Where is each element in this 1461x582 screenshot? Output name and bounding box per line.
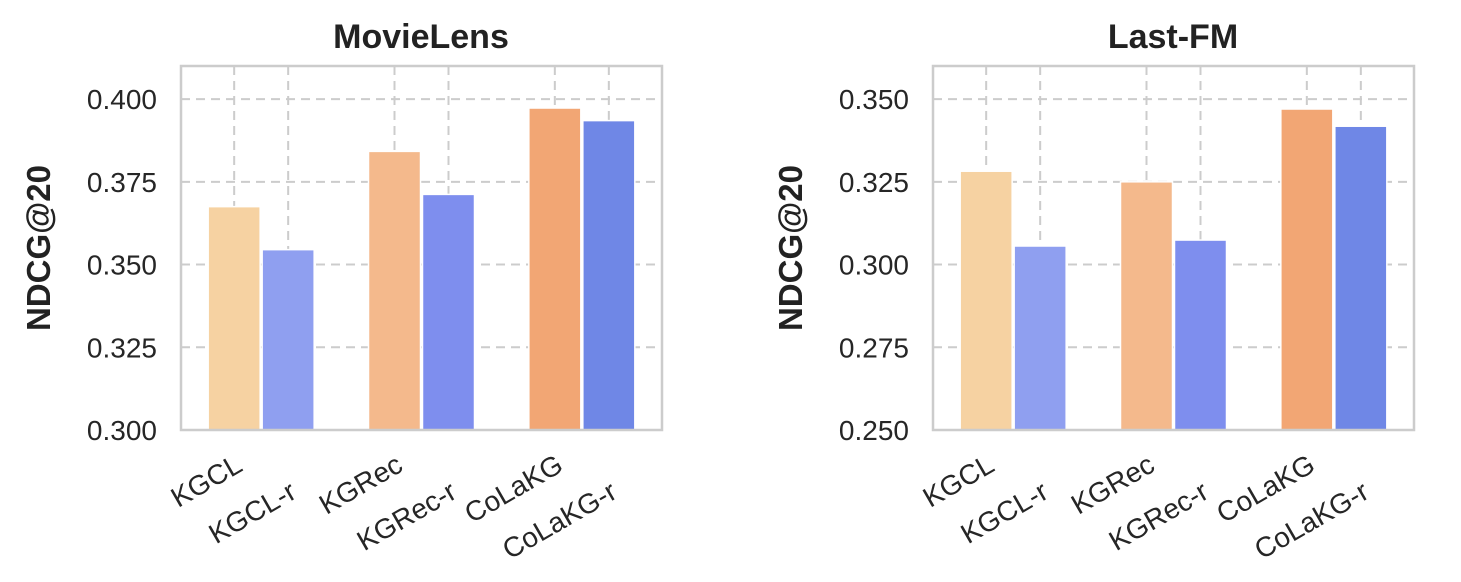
bar-kgrec-r [1173,239,1228,431]
y-tick-label: 0.325 [87,332,157,363]
bar-kgrec [1119,181,1174,431]
bar-kgcl-r [1013,245,1067,431]
y-tick-label: 0.300 [839,250,909,281]
movielens-panel: MovieLens NDCG@20 0.300 0.325 0.350 0.375 0.… [20,18,664,565]
bar-colakg [528,107,582,431]
bar-kgcl [207,205,261,431]
bar-colakg-r [1334,125,1388,431]
plot-frame [931,64,1416,432]
y-tick-label: 0.400 [87,84,157,115]
chart-title: MovieLens [333,18,509,56]
y-tick-label: 0.350 [87,250,157,281]
bar-kgrec-r [421,193,476,431]
y-tick-label: 0.325 [839,167,909,198]
plot-frame [179,64,664,432]
y-tick-label: 0.275 [839,332,909,363]
y-axis-label: NDCG@20 [20,165,57,331]
bar-colakg [1280,108,1334,431]
y-tick-label: 0.250 [839,415,909,446]
bar-colakg-r [582,119,636,431]
y-tick-label: 0.300 [87,415,157,446]
y-tick-label: 0.350 [839,84,909,115]
lastfm-panel: Last-FM NDCG@20 0.250 0.275 0.300 0.325 0.35… [772,18,1416,565]
y-tick-label: 0.375 [87,167,157,198]
bar-kgcl [959,170,1013,431]
chart-title: Last-FM [1108,18,1238,56]
y-axis-label: NDCG@20 [772,165,809,331]
bar-kgrec [367,150,422,431]
bar-kgcl-r [261,248,315,431]
